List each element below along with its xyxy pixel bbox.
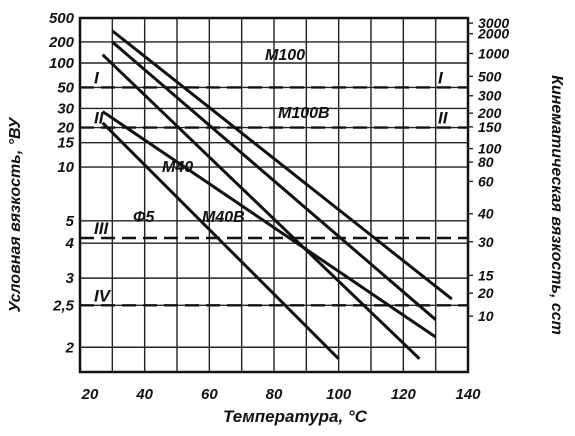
- series-line: [111, 29, 453, 301]
- y-left-tick-label: 10: [57, 159, 74, 176]
- y-right-tick-label: 10: [478, 308, 494, 324]
- y-right-tick-label: 200: [477, 105, 502, 121]
- y-right-tick-label: 100: [478, 141, 502, 157]
- y-right-tick-label: 3000: [478, 15, 509, 31]
- y-left-tick-label: 5: [66, 213, 75, 230]
- y-right-tick-label: 300: [478, 88, 502, 104]
- x-tick-label: 140: [455, 386, 481, 403]
- y-left-tick-label: 15: [57, 135, 74, 152]
- series-label: М40В: [202, 209, 245, 226]
- x-tick-label: 120: [391, 386, 417, 403]
- y-right-tick-label: 60: [478, 173, 494, 189]
- series-line: [101, 121, 340, 360]
- series-label: Ф5: [133, 209, 155, 226]
- y-right-tick-label: 500: [478, 68, 502, 84]
- x-tick-label: 40: [135, 386, 153, 403]
- series-label: М100: [265, 47, 305, 64]
- x-tick-label: 80: [266, 386, 283, 403]
- y-right-tick-label: 15: [478, 267, 494, 283]
- x-tick-label: 20: [81, 386, 99, 403]
- x-axis-label: Температура, °С: [223, 407, 368, 426]
- y-right-tick-label: 20: [477, 285, 494, 301]
- y-left-tick-label: 200: [48, 34, 75, 51]
- tick-labels: 20 40 60 80 100 120 14050020010050302015105432…: [48, 10, 509, 403]
- y-axis-label-left: Условная вязкость, °ВУ: [7, 116, 24, 312]
- reference-label-left: II: [94, 109, 105, 128]
- y-left-tick-label: 100: [49, 55, 75, 72]
- y-right-tick-label: 150: [478, 119, 502, 135]
- y-left-tick-label: 20: [56, 120, 74, 137]
- series-line: [101, 53, 421, 360]
- series-lines: [101, 29, 453, 360]
- x-tick-label: 60: [201, 386, 218, 403]
- reference-label-left: I: [94, 68, 100, 87]
- y-right-tick-label: 2000: [477, 26, 509, 42]
- series-label: М40: [162, 159, 193, 176]
- y-left-tick-label: 50: [57, 79, 74, 96]
- y-left-tick-label: 30: [57, 100, 74, 117]
- y-right-tick-label: 80: [478, 154, 494, 170]
- reference-label-right: II: [438, 109, 449, 128]
- reference-label-left: IV: [94, 286, 112, 305]
- x-tick-label: 100: [326, 386, 352, 403]
- y-left-tick-label: 3: [66, 270, 75, 287]
- y-left-tick-label: 500: [49, 10, 75, 27]
- y-axis-label-right: Кинематическая вязкость, сст: [548, 75, 565, 335]
- y-left-tick-label: 2,5: [52, 297, 75, 314]
- series-line: [101, 110, 437, 339]
- reference-label-left: III: [94, 219, 109, 238]
- series-labels: М100 М100В М40 М40В Ф5: [133, 47, 330, 226]
- y-left-tick-label: 2: [65, 339, 75, 356]
- y-left-tick-label: 4: [65, 235, 75, 252]
- y-right-tick-label: 1000: [478, 45, 509, 61]
- series-label: М100В: [278, 105, 330, 122]
- series-line: [111, 40, 437, 321]
- reference-label-right: I: [438, 68, 444, 87]
- y-right-tick-label: 40: [477, 206, 494, 222]
- plot-frame: [78, 16, 470, 374]
- y-right-tick-label: 30: [478, 234, 494, 250]
